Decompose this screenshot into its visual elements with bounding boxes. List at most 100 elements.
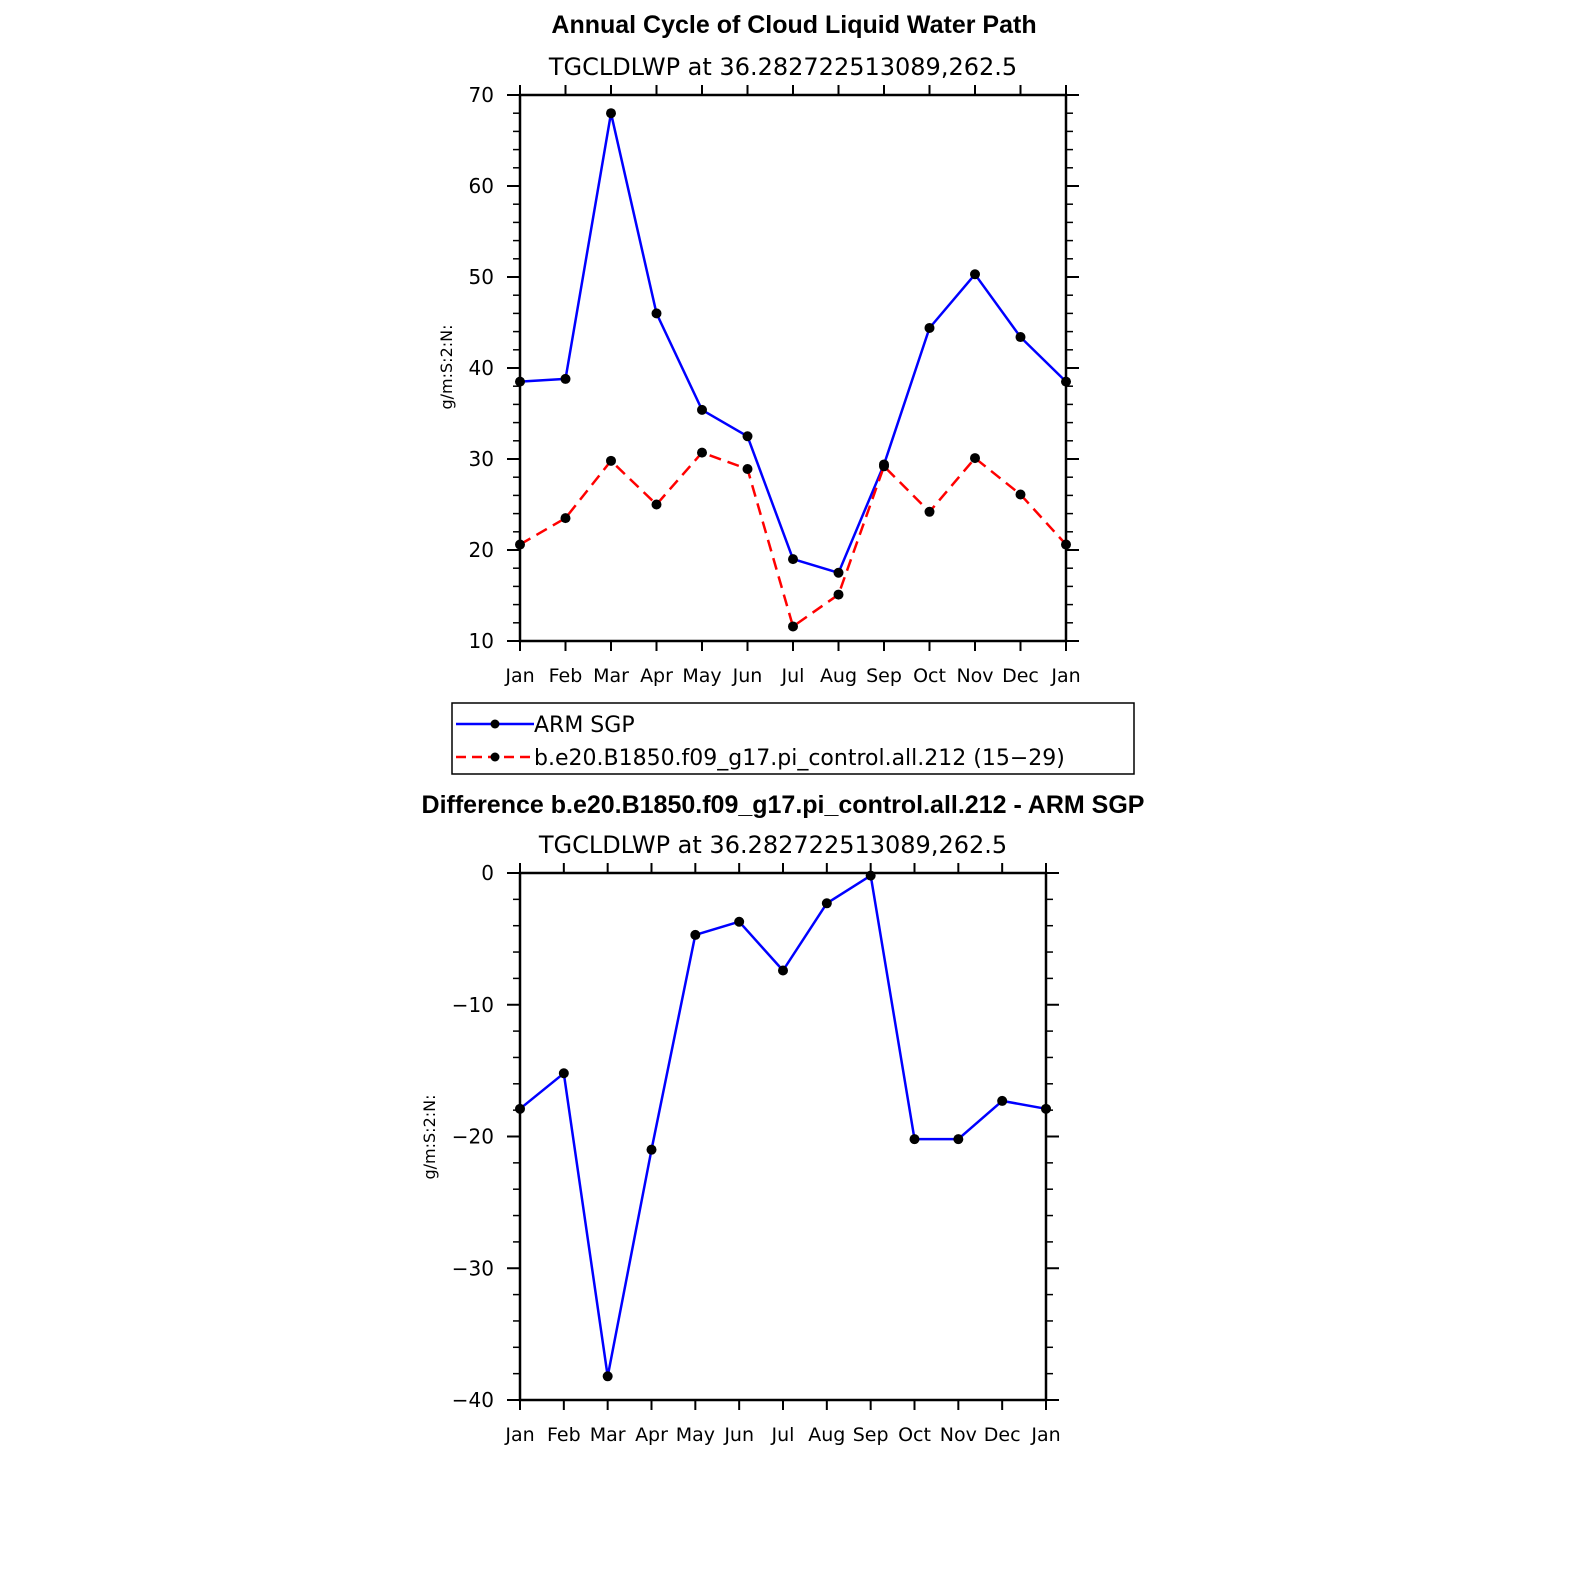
data-point — [788, 554, 798, 565]
x-tick-label: Jan — [504, 665, 534, 687]
chart-subtitle: TGCLDLWP at 36.282722513089,262.5 — [548, 53, 1017, 81]
plot-area — [507, 85, 1079, 651]
x-tick-label: Jan — [504, 1424, 534, 1446]
x-tick-label: Dec — [1002, 665, 1039, 687]
x-tick-label: Jan — [1050, 665, 1080, 687]
data-point — [1061, 539, 1071, 550]
data-point — [515, 376, 525, 387]
y-tick-label: 30 — [469, 447, 494, 471]
x-tick-label: May — [682, 665, 721, 687]
data-point — [515, 539, 525, 550]
legend-label: ARM SGP — [534, 713, 635, 738]
x-tick-label: Jan — [1030, 1424, 1060, 1446]
data-point — [1041, 1103, 1051, 1114]
x-tick-label: Oct — [913, 665, 946, 687]
legend-entry: ARM SGP — [456, 713, 635, 738]
y-tick-label: −40 — [452, 1388, 494, 1412]
chart-panel-difference: Difference b.e20.B1850.f09_g17.pi_contro… — [420, 791, 1144, 1446]
x-tick-label: Nov — [940, 1424, 977, 1446]
x-tick-label: Sep — [853, 1424, 889, 1446]
data-point — [865, 870, 876, 881]
x-tick-label: Feb — [547, 1424, 581, 1446]
y-tick-label: −10 — [452, 993, 494, 1017]
data-point — [833, 567, 844, 578]
x-tick-label: Aug — [820, 665, 857, 687]
x-tick-label: Dec — [984, 1424, 1021, 1446]
data-point — [690, 929, 701, 940]
data-point — [742, 431, 753, 442]
y-tick-label: −30 — [452, 1256, 494, 1280]
x-tick-label: May — [676, 1424, 715, 1446]
chart-title: Annual Cycle of Cloud Liquid Water Path — [551, 11, 1036, 39]
y-tick-label: 50 — [469, 265, 494, 289]
legend-box — [451, 702, 1135, 775]
series-line — [519, 451, 1067, 628]
x-tick-label: Sep — [866, 665, 902, 687]
legend-marker — [490, 752, 500, 762]
series-group — [515, 870, 1051, 1382]
x-tick-label: Jul — [771, 1424, 795, 1446]
data-point — [651, 308, 662, 319]
x-tick-label: Nov — [956, 665, 993, 687]
y-tick-labels: −40 −30 −20 −10 0 — [452, 861, 494, 1412]
data-point — [909, 1134, 920, 1145]
data-point — [997, 1095, 1008, 1106]
x-tick-label: Feb — [549, 665, 583, 687]
y-tick-label: 60 — [469, 174, 494, 198]
data-point — [970, 269, 980, 280]
data-point — [560, 373, 571, 384]
x-tick-label: Jul — [781, 665, 805, 687]
x-tick-label: Jun — [723, 1424, 754, 1446]
x-tick-label: Aug — [808, 1424, 845, 1446]
series-line — [519, 874, 1047, 1378]
legend-marker — [490, 719, 500, 729]
data-point — [697, 404, 707, 415]
x-tick-label: Apr — [635, 1424, 668, 1446]
series-line — [519, 111, 1067, 575]
data-point — [646, 1144, 657, 1155]
y-tick-label: 0 — [481, 861, 494, 885]
data-point — [788, 621, 798, 632]
data-point — [833, 589, 844, 600]
data-point — [1015, 489, 1026, 500]
series-group — [515, 108, 1071, 632]
data-point — [606, 455, 616, 466]
data-point — [560, 513, 571, 524]
legend-label: b.e20.B1850.f09_g17.pi_control.all.212 (… — [534, 746, 1065, 771]
data-point — [1015, 332, 1026, 343]
x-tick-label: Mar — [590, 1424, 626, 1446]
data-point — [742, 464, 753, 475]
x-tick-label: Apr — [640, 665, 673, 687]
data-point — [953, 1134, 964, 1145]
data-point — [697, 447, 707, 458]
chart-subtitle: TGCLDLWP at 36.282722513089,262.5 — [538, 831, 1007, 859]
data-point — [778, 965, 788, 976]
x-tick-label: Mar — [593, 665, 629, 687]
x-tick-label: Jun — [732, 665, 763, 687]
data-point — [821, 898, 832, 909]
y-tick-label: 10 — [469, 629, 494, 653]
data-point — [734, 916, 745, 927]
chart-panel-annual-cycle: Annual Cycle of Cloud Liquid Water Path … — [437, 11, 1081, 687]
y-axis-title: g/m:S:2:N: — [420, 1095, 439, 1180]
y-tick-label: 40 — [469, 356, 494, 380]
plot-area — [507, 863, 1059, 1410]
data-point — [558, 1068, 569, 1079]
data-point — [1061, 376, 1071, 387]
data-point — [924, 322, 935, 333]
y-tick-label: 20 — [469, 538, 494, 562]
chart-title: Difference b.e20.B1850.f09_g17.pi_contro… — [422, 791, 1145, 819]
y-axis-title: g/m:S:2:N: — [437, 325, 456, 410]
y-tick-label: −20 — [452, 1125, 494, 1149]
data-point — [970, 453, 980, 464]
legend-entry: b.e20.B1850.f09_g17.pi_control.all.212 (… — [456, 746, 1065, 771]
data-point — [879, 461, 889, 472]
y-tick-label: 70 — [469, 83, 494, 107]
legend: ARM SGP b.e20.B1850.f09_g17.pi_control.a… — [451, 702, 1135, 775]
data-point — [651, 499, 662, 510]
x-tick-labels: Jan Feb Mar Apr May Jun Jul Aug Sep Oct Nov Dec Jan — [504, 1424, 1060, 1446]
data-point — [606, 108, 616, 119]
data-point — [515, 1103, 525, 1114]
y-tick-labels: 10 20 30 40 50 60 70 — [469, 83, 494, 653]
data-point — [924, 506, 935, 517]
